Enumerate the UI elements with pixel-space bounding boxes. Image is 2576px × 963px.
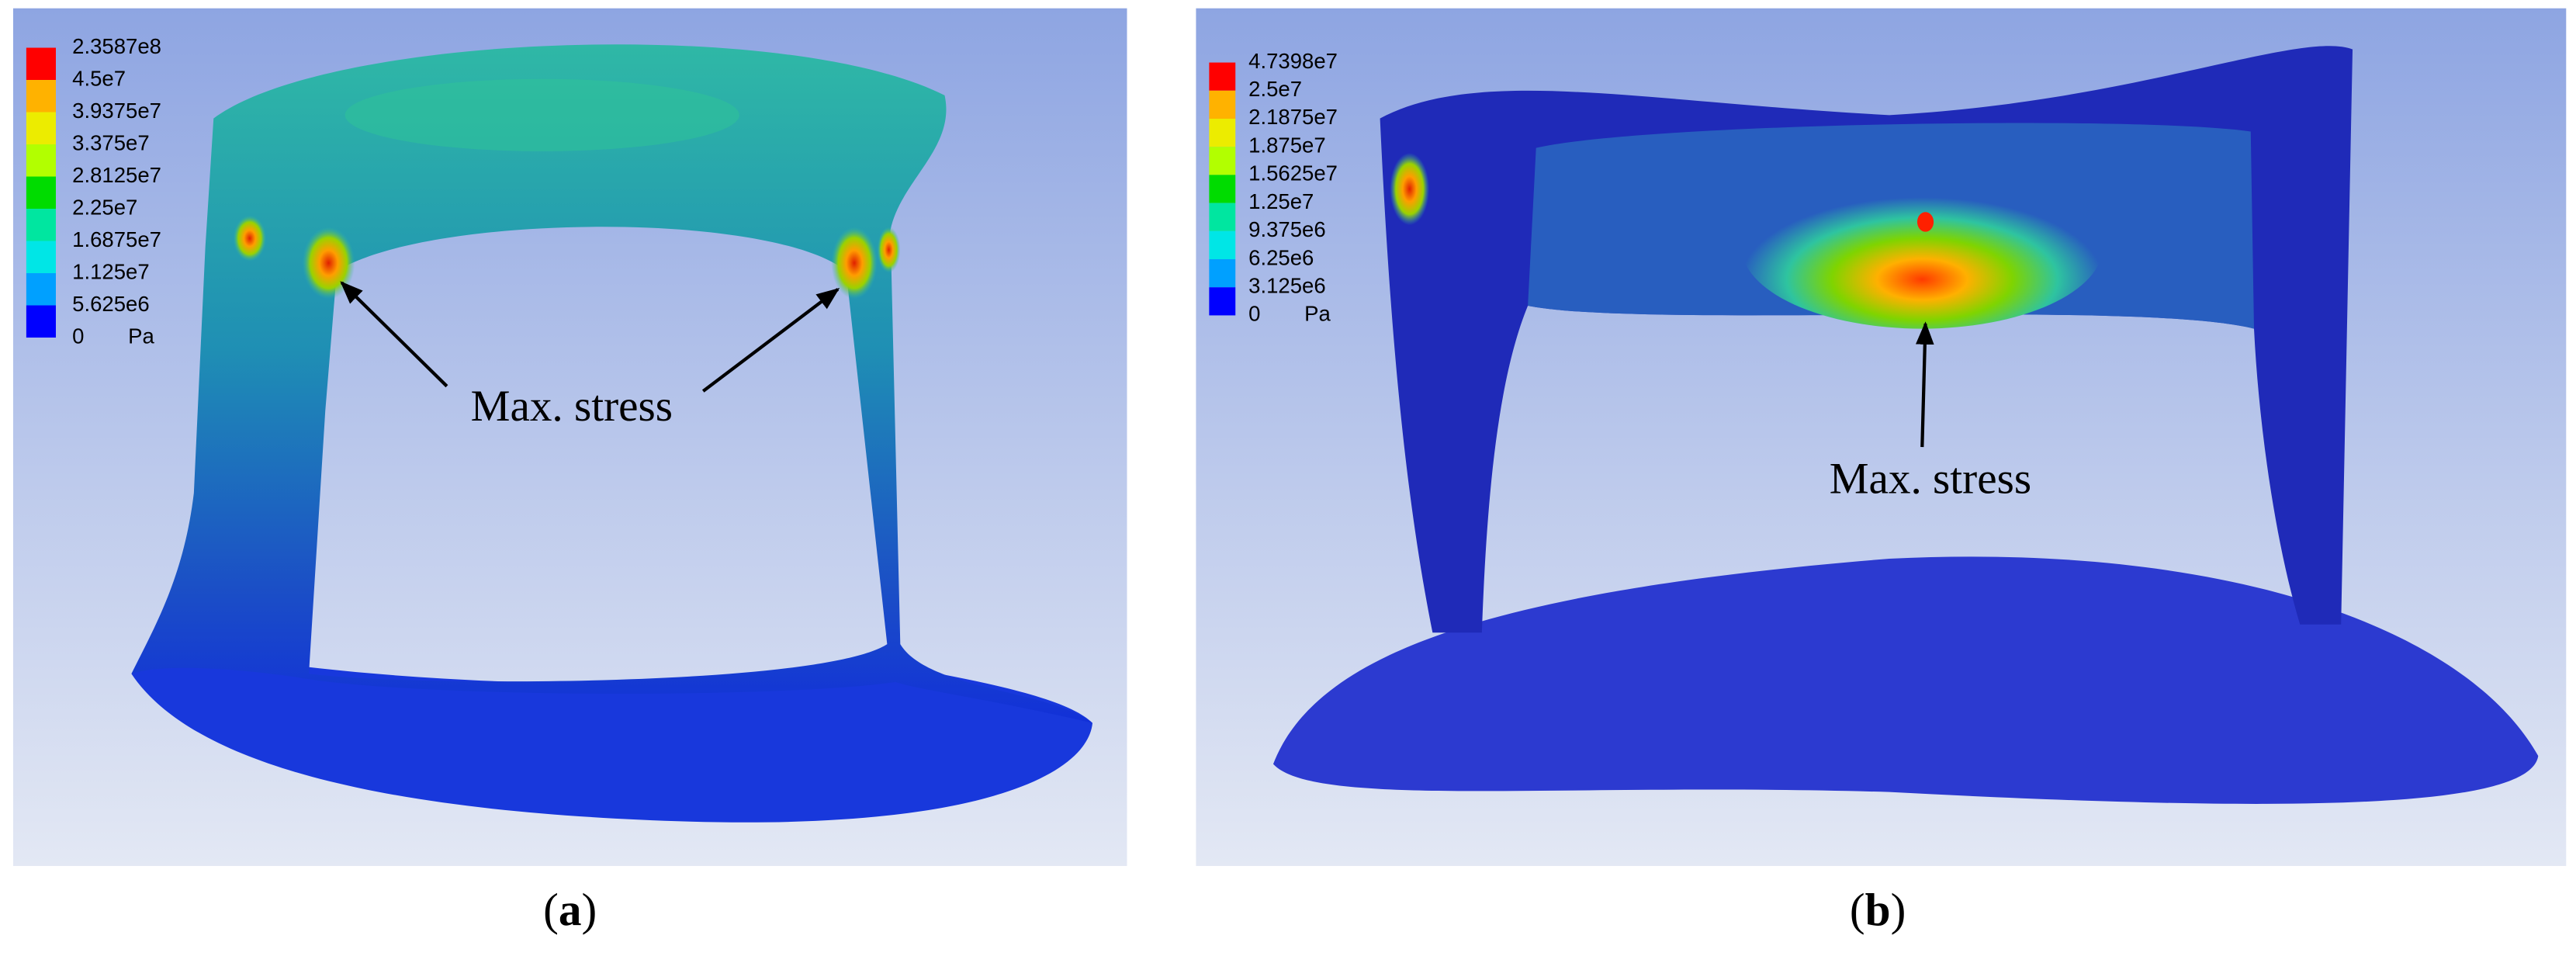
stress-hotspot [1390,153,1430,226]
legend: 2.3587e8 4.5e7 3.9375e7 3.375e7 2.8125e7 2.25… [26,34,161,348]
legend-swatch [26,305,56,338]
legend-label: 1.6875e7 [72,227,161,251]
arrow [701,287,840,393]
stress-hotspot [877,227,901,273]
caption-part: ) [1891,884,1906,935]
legend-swatch [26,241,56,274]
legend-label: 1.5625e7 [1248,161,1338,185]
arrow [1915,321,1934,448]
caption-part: ( [1850,884,1865,935]
stress-hotspot [1741,164,2103,329]
legend-swatch [1209,62,1236,91]
legend-label: 0 [72,324,84,348]
legend-unit: Pa [128,324,154,348]
legend-swatch [26,80,56,113]
legend-label: 2.25e7 [72,195,137,219]
legend-label: 4.7398e7 [1248,49,1338,73]
caption-part: b [1865,884,1891,935]
model-base [1272,556,2539,804]
legend-label: 4.5e7 [72,66,126,90]
model-base [131,653,1093,823]
legend-swatch [26,209,56,241]
legend-label: 9.375e6 [1248,217,1325,241]
stress-region [345,78,739,151]
stress-hotspot [1916,212,1934,232]
legend: 4.7398e7 2.5e7 2.1875e7 1.875e7 1.5625e7 1.25… [1209,49,1338,326]
model-frame [131,44,1093,723]
legend-label: 1.25e7 [1248,189,1314,213]
legend-label: 6.25e6 [1248,245,1314,269]
legend-label: 2.8125e7 [72,163,161,187]
legend-label: 2.3587e8 [72,34,161,58]
legend-swatch [1209,287,1236,316]
legend-swatch [1209,90,1236,119]
legend-swatch [26,176,56,210]
legend-swatch [1209,203,1236,231]
stress-hotspot [233,215,267,262]
legend-swatch [1209,118,1236,147]
legend-label: 5.625e6 [72,292,149,316]
legend-label: 1.125e7 [72,259,149,283]
caption-part: a [559,884,582,935]
legend-swatch [26,47,56,81]
legend-swatch [26,273,56,306]
caption-part: ) [582,884,597,935]
legend-label: 3.9375e7 [72,99,161,123]
legend-label: 3.375e7 [72,130,149,154]
caption-part: ( [543,884,559,935]
legend-swatch [26,144,56,177]
arrow [340,281,448,388]
annotation: Max. stress [471,382,673,431]
legend-swatch [1209,230,1236,260]
panel-a: Max. stress 2.3587e8 4.5e7 3.9375e7 3.375e7… [12,8,1127,935]
stress-hotspot [302,227,355,300]
legend-swatch [1209,147,1236,175]
legend-label: 3.125e6 [1248,273,1325,297]
caption: (b) [1850,884,1906,935]
legend-swatch [1209,175,1236,203]
legend-unit: Pa [1304,302,1331,326]
legend-label: 0 [1248,302,1260,326]
legend-label: 1.875e7 [1248,133,1325,157]
legend-label: 2.1875e7 [1248,105,1338,129]
legend-swatch [26,112,56,145]
legend-swatch [1209,259,1236,288]
legend-label: 2.5e7 [1248,77,1302,101]
stress-hotspot [831,227,878,300]
annotation: Max. stress [1830,454,2031,503]
panel-b: Max. stress 4.7398e7 2.5e7 2.1875e7 1.875e7… [1196,8,2567,935]
caption: (a) [543,884,597,935]
